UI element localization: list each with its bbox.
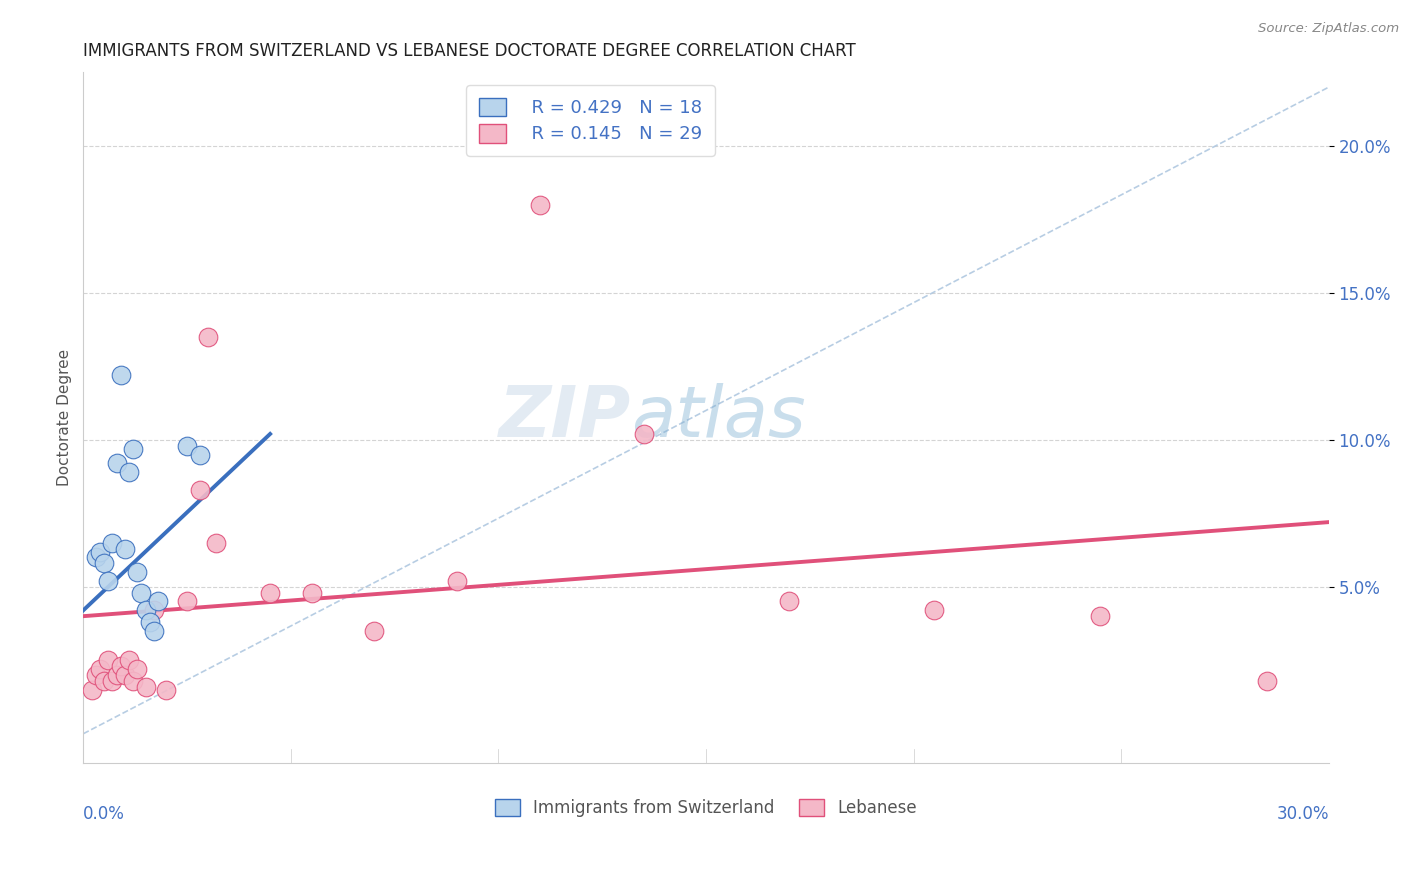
Point [93, 556, 115, 570]
Point [89, 662, 111, 676]
Point [197, 330, 219, 344]
Point [97, 574, 120, 588]
Point [84, 668, 107, 682]
Point [135, 603, 157, 617]
Text: atlas: atlas [631, 384, 806, 452]
Point [84, 550, 107, 565]
Text: 0.0%: 0.0% [83, 805, 125, 822]
Point [135, 680, 157, 694]
Point [259, 585, 281, 599]
Point [924, 603, 946, 617]
Y-axis label: Doctorate Degree: Doctorate Degree [58, 349, 72, 486]
Point [363, 624, 385, 638]
Point [1090, 609, 1112, 624]
Point [97, 653, 120, 667]
Point [205, 535, 228, 549]
Point [146, 594, 169, 608]
Point [127, 662, 149, 676]
Point [446, 574, 468, 588]
Point [1256, 673, 1278, 688]
Point [188, 448, 211, 462]
Legend: Immigrants from Switzerland, Lebanese: Immigrants from Switzerland, Lebanese [488, 792, 924, 824]
Point [188, 483, 211, 497]
Point [529, 197, 551, 211]
Point [155, 682, 177, 697]
Point [122, 673, 145, 688]
Text: 30.0%: 30.0% [1277, 805, 1329, 822]
Point [633, 426, 655, 441]
Point [778, 594, 800, 608]
Point [89, 544, 111, 558]
Point [131, 585, 153, 599]
Text: Source: ZipAtlas.com: Source: ZipAtlas.com [1258, 22, 1399, 36]
Point [142, 624, 165, 638]
Point [105, 456, 128, 470]
Point [138, 615, 160, 629]
Point [301, 585, 323, 599]
Point [176, 594, 198, 608]
Point [176, 439, 198, 453]
Point [142, 603, 165, 617]
Point [127, 565, 149, 579]
Point [114, 668, 136, 682]
Point [80, 682, 103, 697]
Point [118, 653, 141, 667]
Text: IMMIGRANTS FROM SWITZERLAND VS LEBANESE DOCTORATE DEGREE CORRELATION CHART: IMMIGRANTS FROM SWITZERLAND VS LEBANESE … [83, 42, 856, 60]
Point [114, 541, 136, 556]
Point [122, 442, 145, 456]
Point [93, 673, 115, 688]
Point [105, 668, 128, 682]
Point [101, 673, 124, 688]
Point [101, 535, 124, 549]
Text: ZIP: ZIP [499, 384, 631, 452]
Point [118, 465, 141, 479]
Point [110, 659, 132, 673]
Point [110, 368, 132, 383]
